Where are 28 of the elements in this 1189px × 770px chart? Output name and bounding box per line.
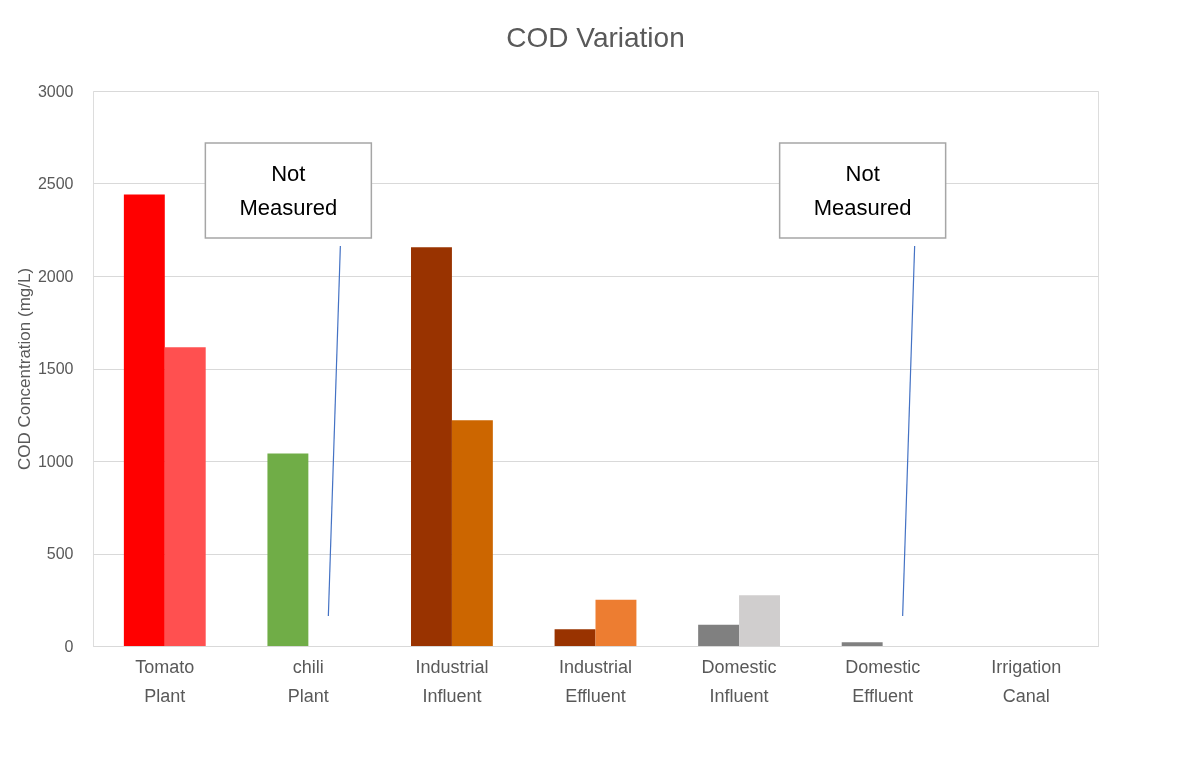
x-tick-label: Industrial Effluent xyxy=(558,656,633,706)
x-tick-label: Domestic Influent xyxy=(701,656,777,706)
chart-title: COD Variation xyxy=(506,22,685,53)
bar xyxy=(698,624,740,646)
bar xyxy=(451,420,493,646)
x-tick-label: Tomato Plant xyxy=(135,656,195,706)
y-tick-label: 500 xyxy=(46,545,74,562)
annotation: Not Measured xyxy=(813,161,912,220)
bar xyxy=(841,642,883,646)
bar xyxy=(739,595,780,646)
bar xyxy=(411,247,452,646)
y-axis-title: COD Concentration (mg/L) xyxy=(14,267,34,471)
bar xyxy=(267,453,309,646)
bar xyxy=(554,629,596,646)
x-tick-label: chili Plant xyxy=(287,656,329,706)
y-tick-label: 1500 xyxy=(37,360,74,377)
y-tick-label: 0 xyxy=(64,637,74,655)
y-tick-label: 2000 xyxy=(37,267,74,285)
bar xyxy=(595,599,637,646)
y-tick-label: 3000 xyxy=(37,82,74,100)
bar xyxy=(123,194,165,646)
x-tick-label: Irrigation Canal xyxy=(991,656,1062,706)
x-tick-label: Domestic Effluent xyxy=(845,656,921,706)
y-tick-label: 1000 xyxy=(37,452,74,470)
annotation: Not Measured xyxy=(239,161,338,220)
x-tick-label: Industrial Influent xyxy=(415,656,489,706)
y-tick-label: 2500 xyxy=(37,175,74,192)
bar xyxy=(164,347,206,646)
